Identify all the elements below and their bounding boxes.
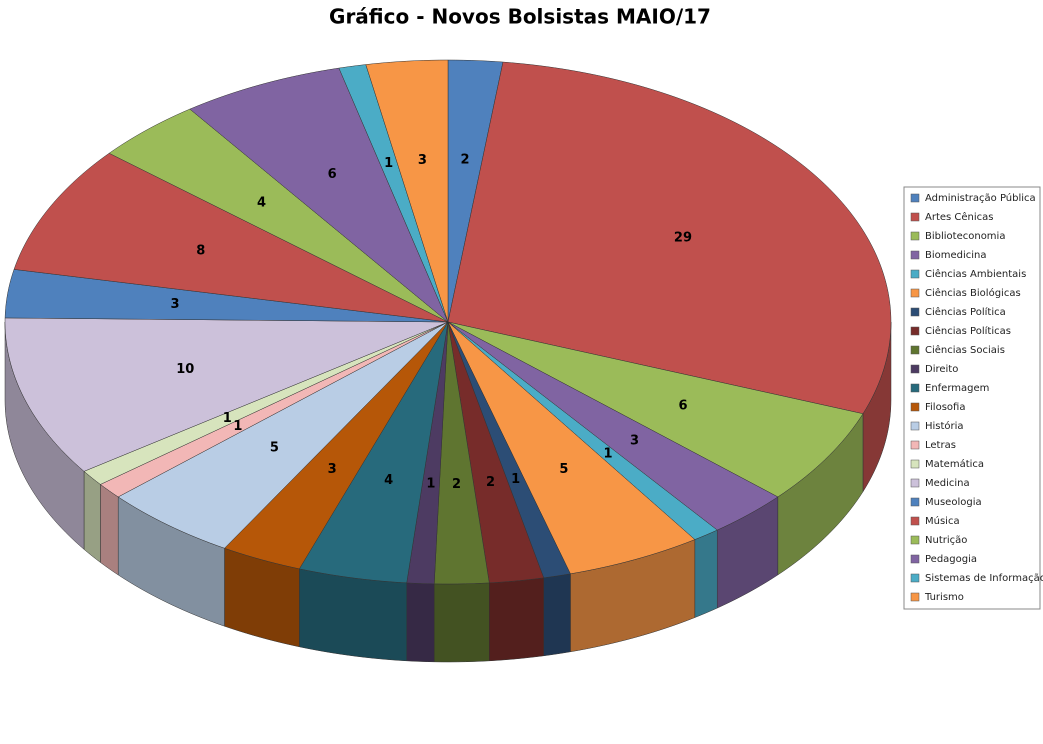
value-label: 2 <box>452 477 461 492</box>
legend-label: Filosofia <box>925 402 965 413</box>
legend-swatch <box>910 459 920 469</box>
value-label: 4 <box>384 473 393 488</box>
legend-label: Sistemas de Informação <box>925 573 1043 584</box>
value-label: 3 <box>328 462 337 477</box>
legend-swatch <box>910 212 920 222</box>
legend-swatch <box>910 573 920 583</box>
legend-swatch <box>910 516 920 526</box>
slice <box>447 321 545 584</box>
legend-label: Ciências Biológicas <box>925 287 1021 299</box>
slice <box>4 317 449 472</box>
slice-side <box>406 582 435 663</box>
chart-title: Gráfico - Novos Bolsistas MAIO/17 <box>329 5 711 29</box>
value-label: 29 <box>674 230 692 245</box>
legend-swatch <box>910 326 920 336</box>
value-label: 6 <box>678 399 687 414</box>
legend-label: Artes Cênicas <box>925 211 994 223</box>
legend-label: Direito <box>925 364 958 375</box>
slice <box>365 59 449 323</box>
legend-swatch <box>910 307 920 317</box>
legend-label: Nutrição <box>925 535 967 546</box>
value-label: 8 <box>196 244 205 259</box>
value-label: 1 <box>233 419 242 434</box>
value-label: 4 <box>257 195 266 210</box>
value-label: 10 <box>176 362 194 377</box>
slice-side <box>489 577 544 662</box>
value-label: 1 <box>604 447 613 462</box>
legend-swatch <box>910 345 920 355</box>
slice-side <box>543 573 571 657</box>
legend-swatch <box>910 554 920 564</box>
value-label: 6 <box>328 167 337 182</box>
value-label: 1 <box>384 156 393 171</box>
value-label: 5 <box>270 440 279 455</box>
legend-label: Ciências Ambientais <box>925 268 1026 280</box>
slice <box>13 152 449 323</box>
legend-label: Ciências Políticas <box>925 325 1011 337</box>
legend-label: Medicina <box>925 478 970 489</box>
value-label: 3 <box>418 153 427 168</box>
legend-swatch <box>910 478 920 488</box>
value-label: 3 <box>170 297 179 312</box>
legend-label: Biblioteconomia <box>925 231 1005 242</box>
slice <box>447 61 892 415</box>
legend-label: Turismo <box>924 592 964 603</box>
value-label: 3 <box>630 434 639 449</box>
legend-label: Enfermagem <box>925 383 989 394</box>
slice-side <box>299 568 407 662</box>
legend-label: Letras <box>925 440 956 451</box>
slice <box>447 321 696 575</box>
slice <box>224 321 449 570</box>
legend-swatch <box>910 269 920 279</box>
legend-swatch <box>910 288 920 298</box>
legend-label: Música <box>925 515 960 527</box>
slice <box>108 108 449 323</box>
value-label: 2 <box>461 152 470 167</box>
legend-swatch <box>910 193 920 203</box>
slice <box>117 321 449 549</box>
legend-swatch <box>910 231 920 241</box>
legend-swatch <box>910 250 920 260</box>
legend-swatch <box>910 535 920 545</box>
legend <box>903 186 1041 610</box>
legend-swatch <box>910 440 920 450</box>
legend-swatch <box>910 421 920 431</box>
value-label: 2 <box>486 475 495 490</box>
legend-label: Administração Pública <box>925 192 1036 204</box>
legend-label: Ciências Política <box>925 306 1006 318</box>
legend-label: Pedagogia <box>925 554 977 565</box>
legend-swatch <box>910 402 920 412</box>
legend-swatch <box>910 497 920 507</box>
value-label: 1 <box>223 411 232 426</box>
slice <box>447 321 779 531</box>
slice-side <box>694 529 718 618</box>
legend-label: Matemática <box>925 458 984 470</box>
legend-label: Museologia <box>925 497 982 508</box>
legend-label: Ciências Sociais <box>925 344 1005 356</box>
slice-side <box>100 483 119 576</box>
value-label: 1 <box>511 472 520 487</box>
value-label: 5 <box>559 462 568 477</box>
slice <box>433 321 490 585</box>
slice <box>447 321 864 498</box>
slice <box>189 67 449 323</box>
legend-swatch <box>910 592 920 602</box>
slice <box>298 321 449 584</box>
slice-side <box>433 582 490 663</box>
value-label: 1 <box>426 477 435 492</box>
slice-side <box>83 470 101 563</box>
legend-label: Biomedicina <box>925 250 987 261</box>
slice <box>4 269 449 323</box>
legend-swatch <box>910 364 920 374</box>
legend-swatch <box>910 383 920 393</box>
legend-label: História <box>925 420 964 432</box>
